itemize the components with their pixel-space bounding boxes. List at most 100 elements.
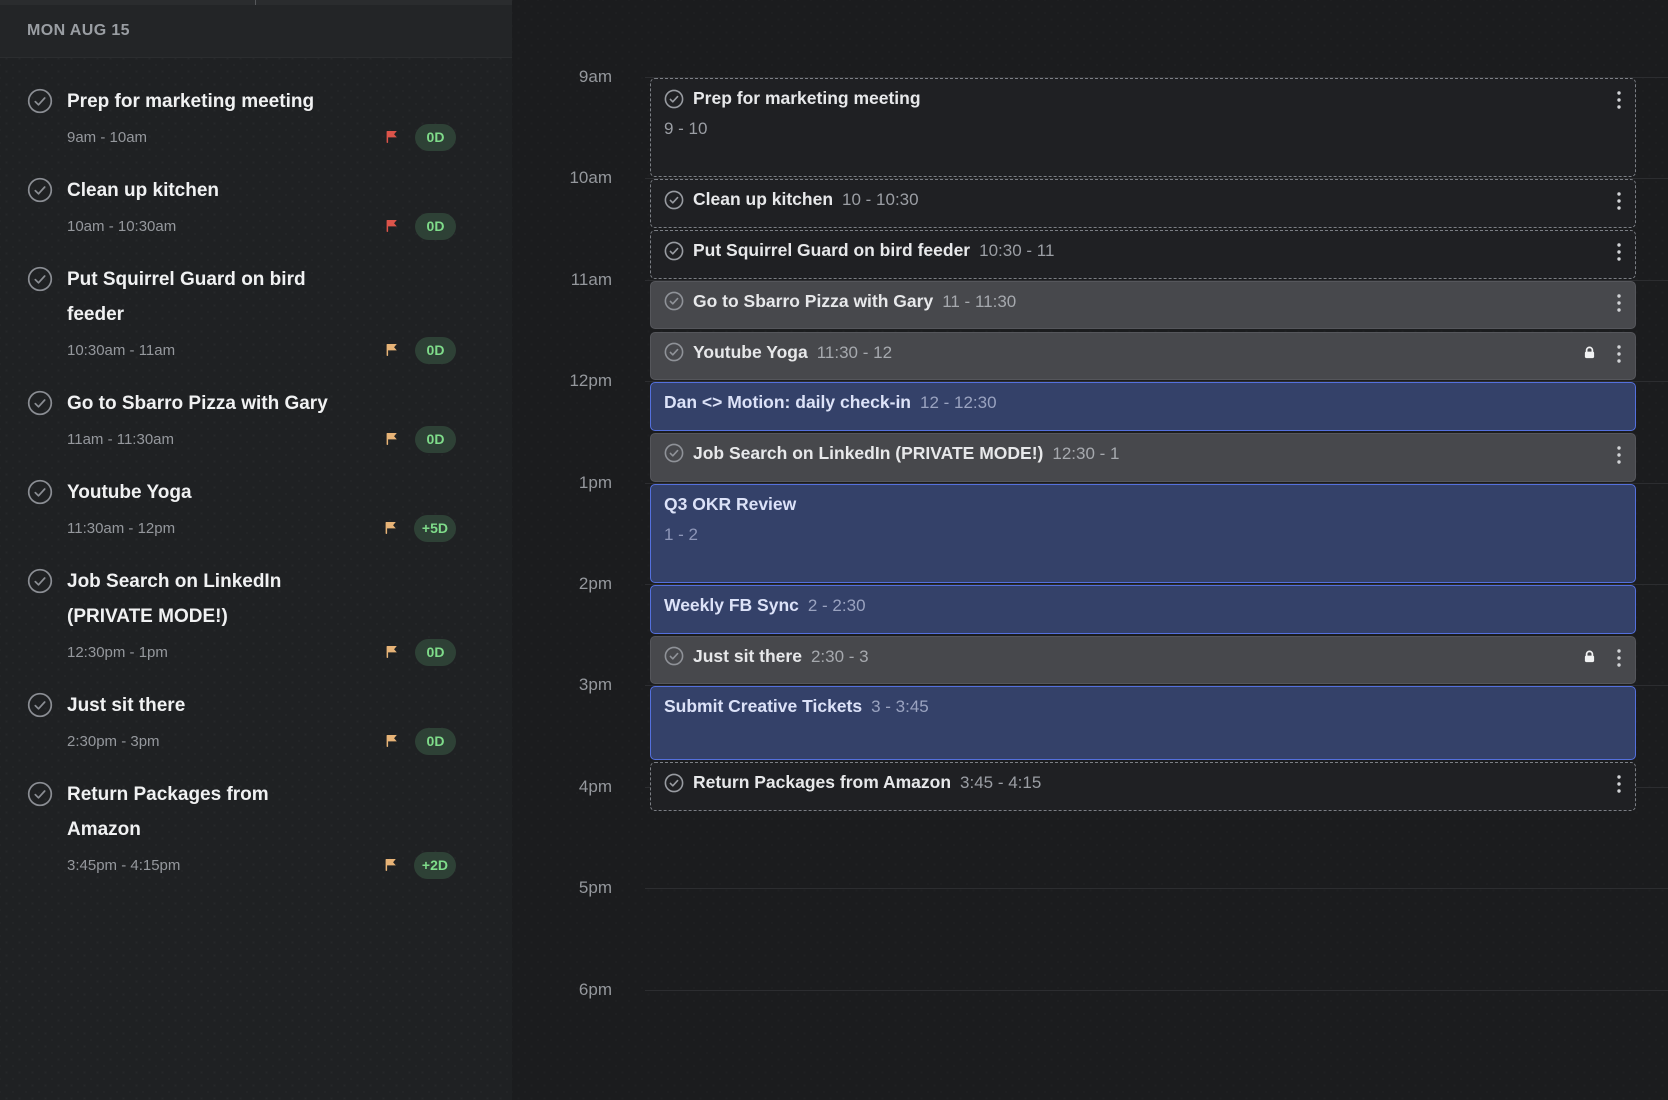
event-check-icon[interactable] [664, 241, 684, 261]
event-row: Submit Creative Tickets 3 - 3:45 [664, 694, 1601, 719]
task-check-icon[interactable] [27, 88, 53, 114]
task-check-icon[interactable] [27, 479, 53, 505]
task-title: Just sit there [67, 695, 186, 716]
calendar-event[interactable]: Put Squirrel Guard on bird feeder 10:30 … [650, 230, 1636, 279]
event-row: Just sit there 2:30 - 3 [664, 644, 1601, 669]
calendar-event[interactable]: Clean up kitchen 10 - 10:30 [650, 179, 1636, 229]
event-title: Submit Creative Tickets [664, 696, 863, 717]
priority-flag-icon [386, 433, 397, 445]
event-check-icon[interactable] [664, 646, 684, 666]
event-check-icon[interactable] [664, 443, 684, 463]
calendar-event[interactable]: Youtube Yoga 11:30 - 12 [650, 331, 1636, 381]
event-row: Job Search on LinkedIn (PRIVATE MODE!) 1… [664, 441, 1601, 466]
calendar-event[interactable]: Weekly FB Sync 2 - 2:30 [650, 585, 1636, 634]
task-time: 9am - 10am [67, 128, 148, 146]
task-row[interactable]: Return Packages from Amazon 3:45pm - 4:1… [27, 777, 456, 883]
kebab-menu-icon[interactable] [1617, 192, 1621, 211]
task-body: Prep for marketing meeting 9am - 10am 0D [67, 84, 456, 155]
task-check-icon[interactable] [27, 781, 53, 807]
event-check-icon[interactable] [664, 89, 684, 109]
hour-label: 12pm [569, 371, 612, 391]
task-sidebar: MON AUG 15 Prep for marketing meeting 9a… [0, 0, 512, 1100]
calendar-event[interactable]: Go to Sbarro Pizza with Gary 11 - 11:30 [650, 280, 1636, 330]
event-row: Put Squirrel Guard on bird feeder 10:30 … [664, 238, 1601, 263]
event-time: 11 - 11:30 [942, 291, 1017, 311]
task-title: Clean up kitchen [67, 180, 220, 201]
event-row: Dan <> Motion: daily check-in 12 - 12:30 [664, 390, 1601, 415]
task-meta: 11:30am - 12pm +5D [67, 510, 456, 546]
task-meta: 10am - 10:30am 0D [67, 208, 456, 244]
deadline-badge: 0D [415, 727, 456, 755]
hour-gridline [645, 685, 1668, 687]
kebab-menu-icon[interactable] [1617, 294, 1621, 312]
event-check-icon[interactable] [664, 291, 684, 311]
deadline-badge: 0D [415, 336, 456, 364]
event-row: Weekly FB Sync 2 - 2:30 [664, 593, 1601, 618]
event-check-icon[interactable] [664, 773, 684, 793]
kebab-menu-icon[interactable] [1617, 243, 1621, 261]
hour-gridline [645, 888, 1668, 890]
deadline-badge: +5D [413, 514, 456, 542]
task-meta: 10:30am - 11am 0D [67, 332, 456, 368]
event-check-icon[interactable] [664, 342, 684, 362]
hour-label: 5pm [578, 878, 612, 898]
event-row: Clean up kitchen 10 - 10:30 [664, 187, 1601, 212]
hour-label: 10am [569, 168, 612, 188]
hour-label: 1pm [578, 472, 612, 492]
kebab-menu-icon[interactable] [1617, 775, 1621, 794]
priority-flag-icon [385, 859, 396, 871]
hour-label: 3pm [578, 675, 612, 695]
task-check-icon[interactable] [27, 266, 53, 292]
task-time: 2:30pm - 3pm [67, 732, 160, 750]
deadline-badge: 0D [415, 425, 456, 453]
task-title: Put Squirrel Guard on bird feeder [67, 269, 306, 325]
task-body: Job Search on LinkedIn (PRIVATE MODE!) 1… [67, 564, 456, 670]
calendar-event[interactable]: Job Search on LinkedIn (PRIVATE MODE!) 1… [650, 432, 1636, 482]
calendar-event[interactable]: Just sit there 2:30 - 3 [650, 635, 1636, 685]
hour-gridline [645, 77, 1668, 78]
task-row[interactable]: Job Search on LinkedIn (PRIVATE MODE!) 1… [27, 564, 456, 670]
task-check-icon[interactable] [27, 177, 53, 203]
kebab-menu-icon[interactable] [1617, 344, 1621, 363]
task-row[interactable]: Put Squirrel Guard on bird feeder 10:30a… [27, 262, 456, 368]
event-time: 10:30 - 11 [979, 241, 1055, 261]
task-check-icon[interactable] [27, 390, 53, 416]
hour-gridline [645, 279, 1668, 281]
task-meta: 2:30pm - 3pm 0D [67, 723, 456, 759]
task-check-icon[interactable] [27, 568, 53, 594]
hour-label: 6pm [578, 979, 612, 999]
event-title: Return Packages from Amazon [693, 772, 952, 793]
task-check-icon[interactable] [27, 692, 53, 718]
hour-gridline [645, 482, 1668, 484]
kebab-menu-icon[interactable] [1617, 91, 1621, 109]
task-row[interactable]: Just sit there 2:30pm - 3pm 0D [27, 688, 456, 759]
event-check-icon[interactable] [664, 190, 684, 210]
kebab-menu-icon[interactable] [1617, 446, 1621, 464]
event-time-secondline: 1 - 2 [664, 524, 699, 544]
kebab-menu-icon[interactable] [1617, 648, 1621, 667]
hour-gridline [645, 989, 1668, 991]
lock-icon [1584, 650, 1595, 662]
hour-label: 2pm [578, 574, 612, 593]
event-title: Q3 OKR Review [664, 493, 797, 514]
event-time: 3 - 3:45 [871, 697, 929, 717]
calendar-event[interactable]: Dan <> Motion: daily check-in 12 - 12:30 [650, 382, 1636, 431]
calendar-event[interactable]: Prep for marketing meeting 9 - 10 [650, 78, 1636, 178]
task-row[interactable]: Clean up kitchen 10am - 10:30am 0D [27, 173, 456, 244]
event-row: Prep for marketing meeting [664, 86, 1601, 111]
task-time: 11:30am - 12pm [67, 519, 176, 537]
task-row[interactable]: Prep for marketing meeting 9am - 10am 0D [27, 84, 456, 155]
priority-flag-icon [386, 344, 397, 356]
priority-flag-icon [386, 220, 397, 232]
task-title: Return Packages from Amazon [67, 784, 269, 840]
task-row[interactable]: Go to Sbarro Pizza with Gary 11am - 11:3… [27, 386, 456, 457]
event-row: Q3 OKR Review [664, 492, 1601, 517]
calendar-event[interactable]: Q3 OKR Review 1 - 2 [650, 483, 1636, 583]
calendar-event[interactable]: Return Packages from Amazon 3:45 - 4:15 [650, 762, 1636, 812]
task-time: 3:45pm - 4:15pm [67, 856, 181, 874]
hour-gridline [645, 178, 1668, 180]
calendar-event[interactable]: Submit Creative Tickets 3 - 3:45 [650, 686, 1636, 761]
task-body: Just sit there 2:30pm - 3pm 0D [67, 688, 456, 759]
deadline-badge: +2D [413, 851, 456, 879]
task-row[interactable]: Youtube Yoga 11:30am - 12pm +5D [27, 475, 456, 546]
